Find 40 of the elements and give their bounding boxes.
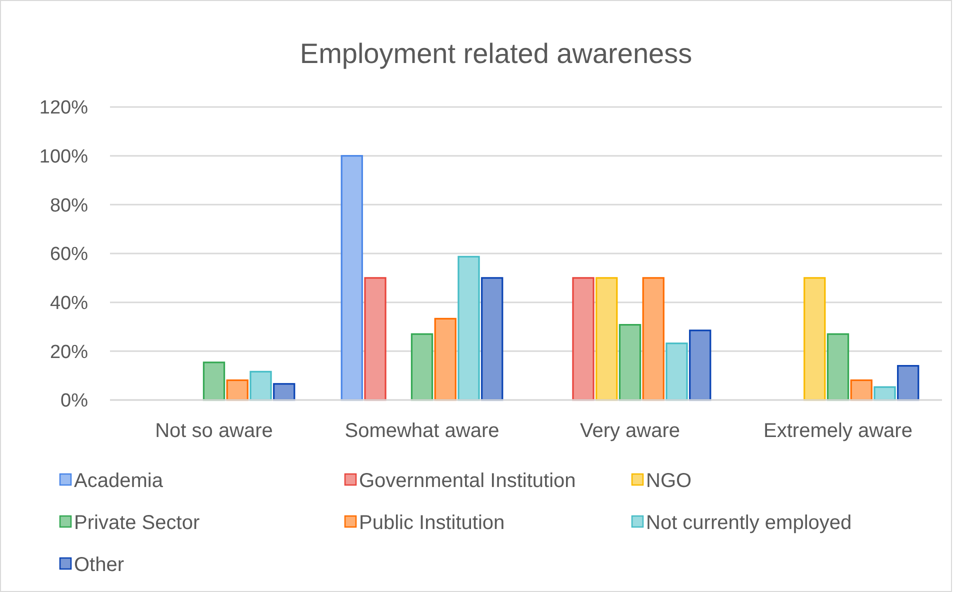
bar xyxy=(202,362,226,401)
bar xyxy=(804,277,826,401)
y-tick-label: 100% xyxy=(39,146,88,168)
bar xyxy=(596,277,618,401)
bar xyxy=(340,155,363,401)
bar xyxy=(410,333,434,401)
bar xyxy=(689,330,712,401)
bar xyxy=(458,256,480,401)
bar xyxy=(618,324,642,401)
x-tick-label: Not so aware xyxy=(155,420,273,442)
legend-label: Academia xyxy=(74,470,164,492)
bar xyxy=(666,342,688,401)
bar xyxy=(850,379,872,401)
bar xyxy=(364,277,386,401)
bar xyxy=(434,318,456,401)
y-tick-label: 20% xyxy=(50,342,88,363)
x-tick-label: Very aware xyxy=(580,420,680,442)
y-tick-label: 0% xyxy=(60,390,88,412)
y-tick-label: 80% xyxy=(50,195,88,216)
bar xyxy=(874,386,896,401)
y-tick-label: 40% xyxy=(50,292,88,314)
bar xyxy=(226,379,248,401)
bar xyxy=(250,370,272,401)
x-tick-label: Somewhat aware xyxy=(344,420,500,442)
bar xyxy=(897,365,920,401)
legend-label: NGO xyxy=(646,470,692,492)
legend-label: Governmental Institution xyxy=(359,470,576,492)
x-tick-label: Extremely aware xyxy=(764,420,912,442)
y-tick-label: 120% xyxy=(39,98,88,119)
bar xyxy=(273,383,296,401)
y-tick-label: 60% xyxy=(50,244,88,266)
bar xyxy=(826,333,850,401)
bar xyxy=(481,277,504,401)
bar xyxy=(642,277,664,401)
legend-label: Other xyxy=(74,554,124,576)
legend-label: Public Institution xyxy=(359,512,505,534)
chart-title: Employment related awareness xyxy=(300,38,692,69)
legend-label: Not currently employed xyxy=(646,512,852,534)
bar xyxy=(572,277,594,401)
legend-label: Private Sector xyxy=(74,512,200,534)
